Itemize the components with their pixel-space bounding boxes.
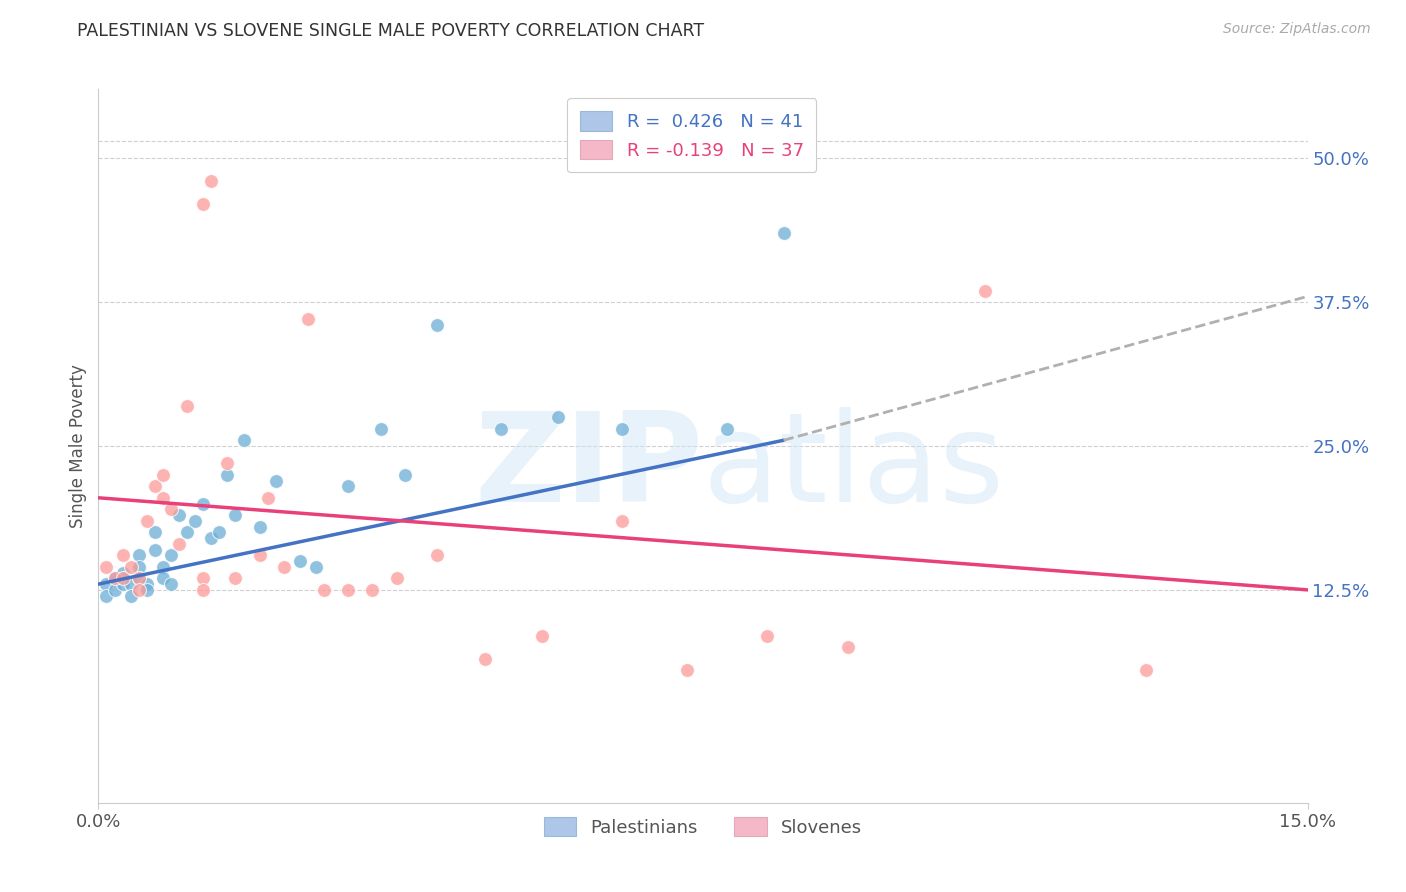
Point [217,467,239,482]
Point [128,549,150,563]
Y-axis label: Single Male Poverty: Single Male Poverty [69,364,87,528]
Point [128,571,150,585]
Point [426,549,449,563]
Point [249,519,271,533]
Point [361,582,384,597]
Point [491,422,513,436]
Point [176,525,198,540]
Point [426,318,449,333]
Point [394,467,416,482]
Point [128,571,150,585]
Point [193,571,215,585]
Point [297,312,319,326]
Point [200,174,222,188]
Point [273,559,295,574]
Point [120,577,142,591]
Point [224,571,246,585]
Point [264,474,287,488]
Point [143,479,166,493]
Point [193,197,215,211]
Point [120,589,142,603]
Point [111,549,134,563]
Point [974,284,997,298]
Point [160,577,183,591]
Point [160,502,183,516]
Point [143,542,166,557]
Text: ZIP: ZIP [474,407,703,528]
Point [256,491,278,505]
Point [337,479,360,493]
Point [96,577,118,591]
Point [152,491,174,505]
Point [96,559,118,574]
Point [385,571,408,585]
Point [103,571,125,585]
Point [676,664,699,678]
Legend: Palestinians, Slovenes: Palestinians, Slovenes [537,809,869,844]
Point [176,399,198,413]
Point [103,582,125,597]
Point [232,434,254,448]
Point [120,559,142,574]
Point [716,422,738,436]
Point [530,629,553,643]
Point [184,514,207,528]
Text: PALESTINIAN VS SLOVENE SINGLE MALE POVERTY CORRELATION CHART: PALESTINIAN VS SLOVENE SINGLE MALE POVER… [77,22,704,40]
Text: atlas: atlas [703,407,1005,528]
Point [305,559,328,574]
Point [612,422,634,436]
Point [193,582,215,597]
Point [96,589,118,603]
Point [756,629,779,643]
Point [612,514,634,528]
Point [128,559,150,574]
Point [337,582,360,597]
Point [152,571,174,585]
Point [167,508,190,522]
Point [1135,664,1157,678]
Point [314,582,336,597]
Text: Source: ZipAtlas.com: Source: ZipAtlas.com [1223,22,1371,37]
Point [128,582,150,597]
Point [111,571,134,585]
Point [474,652,496,666]
Point [837,640,859,655]
Point [249,549,271,563]
Point [224,508,246,522]
Point [111,566,134,580]
Point [135,582,157,597]
Point [143,525,166,540]
Point [167,537,190,551]
Point [547,410,569,425]
Point [193,497,215,511]
Point [208,525,231,540]
Point [135,577,157,591]
Point [370,422,392,436]
Point [111,577,134,591]
Point [217,456,239,470]
Point [152,467,174,482]
Point [152,559,174,574]
Point [160,549,183,563]
Point [772,226,794,240]
Point [200,531,222,545]
Point [135,514,157,528]
Point [288,554,311,568]
Point [103,571,125,585]
